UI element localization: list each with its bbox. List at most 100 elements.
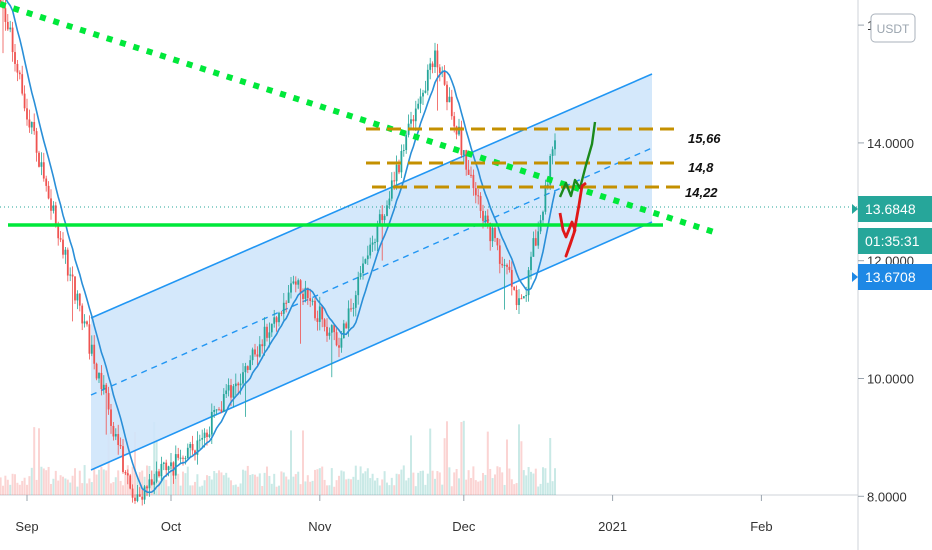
candle-body: [381, 214, 384, 221]
candle-body: [338, 345, 340, 348]
volume-bar: [520, 441, 523, 495]
time-axis[interactable]: Sep Oct Nov Dec 2021 Feb: [15, 495, 773, 534]
volume-bar: [30, 467, 33, 495]
volume-bar: [306, 475, 309, 495]
volume-bar: [477, 481, 480, 495]
volume-bar: [90, 482, 93, 495]
candle-body: [551, 149, 554, 156]
candle-body: [496, 238, 499, 246]
candle-body: [227, 385, 230, 391]
volume-bar: [122, 485, 124, 495]
candle-body: [311, 300, 314, 302]
candle-body: [146, 486, 148, 489]
volume-bar: [390, 477, 393, 495]
volume-bar: [124, 472, 127, 495]
countdown-badge: 01:35:31: [858, 228, 932, 254]
candle-body: [489, 223, 492, 242]
volume-bar: [21, 480, 24, 495]
volume-bar: [335, 480, 338, 495]
candle-body: [110, 409, 112, 426]
candle-body: [33, 121, 36, 132]
candle-body: [453, 116, 456, 127]
candle-body: [285, 302, 288, 304]
candle-body: [484, 215, 487, 221]
bearish-projection-path: [558, 181, 587, 258]
candle-body: [100, 372, 103, 390]
volume-bar: [270, 483, 273, 495]
currency-button[interactable]: USDT: [870, 13, 916, 43]
volume-bar: [513, 484, 516, 495]
y-tick-label: 10.0000: [867, 372, 914, 387]
candle-body: [280, 312, 283, 314]
candle-body: [218, 409, 220, 411]
volume-bar: [503, 484, 506, 495]
candle-body: [155, 471, 158, 482]
candle-body: [326, 326, 328, 336]
candle-body: [448, 96, 451, 103]
volume-bar: [213, 471, 216, 495]
candle-body: [184, 458, 187, 460]
last-price-value: 13.6848: [865, 201, 916, 217]
candle-body: [71, 274, 74, 277]
volume-bar: [318, 468, 321, 495]
volume-bar: [311, 480, 314, 495]
volume-bar: [174, 478, 177, 495]
volume-bar: [59, 475, 62, 495]
volume-bar: [426, 473, 429, 495]
candle-body: [350, 308, 352, 310]
volume-bar: [383, 471, 386, 495]
candle-body: [213, 409, 216, 412]
candle-body: [215, 409, 218, 411]
x-tick-label: Dec: [452, 519, 476, 534]
candle-body: [446, 84, 448, 103]
candle-body: [170, 462, 172, 467]
volume-bar: [402, 465, 405, 495]
candle-body: [83, 321, 86, 324]
volume-bar: [177, 473, 180, 495]
candle-body: [105, 384, 108, 394]
x-tick-label: Feb: [750, 519, 772, 534]
candle-body: [474, 188, 477, 196]
volume-bar: [268, 475, 271, 495]
volume-bar: [539, 483, 542, 495]
candle-body: [203, 432, 206, 438]
candle-body: [376, 225, 379, 243]
volume-bar: [381, 479, 384, 495]
volume-bar: [364, 471, 367, 495]
candle-body: [335, 332, 338, 346]
currency-label[interactable]: USDT: [877, 22, 910, 36]
level-label-15-66: 15,66: [688, 131, 721, 146]
volume-bar: [292, 476, 295, 495]
candle-body: [357, 276, 360, 296]
candle-body: [458, 126, 460, 135]
candle-body: [266, 326, 268, 338]
volume-bar: [251, 474, 254, 495]
volume-bar: [4, 475, 7, 495]
volume-bar: [448, 467, 451, 495]
volume-bar: [40, 466, 43, 495]
candle-body: [114, 434, 117, 437]
volume-bar: [465, 479, 468, 495]
volume-bar: [323, 479, 326, 495]
volume-bar: [494, 474, 496, 495]
candle-body: [102, 384, 105, 390]
volume-bar: [158, 480, 160, 495]
volume-bar: [28, 476, 31, 495]
candle-body: [52, 205, 55, 211]
volume-bar: [393, 485, 396, 495]
candle-body: [246, 366, 249, 370]
candle-body: [275, 317, 278, 323]
volume-bar: [304, 481, 307, 495]
candle-body: [261, 344, 264, 347]
volume-bar: [431, 470, 434, 495]
candle-body: [532, 238, 535, 257]
candle-body: [386, 205, 388, 216]
candle-body: [194, 450, 196, 455]
volume-bar: [530, 471, 532, 495]
volume-bar: [352, 476, 355, 495]
volume-bar: [508, 468, 511, 495]
volume-bar: [210, 479, 213, 495]
candle-body: [158, 471, 160, 477]
